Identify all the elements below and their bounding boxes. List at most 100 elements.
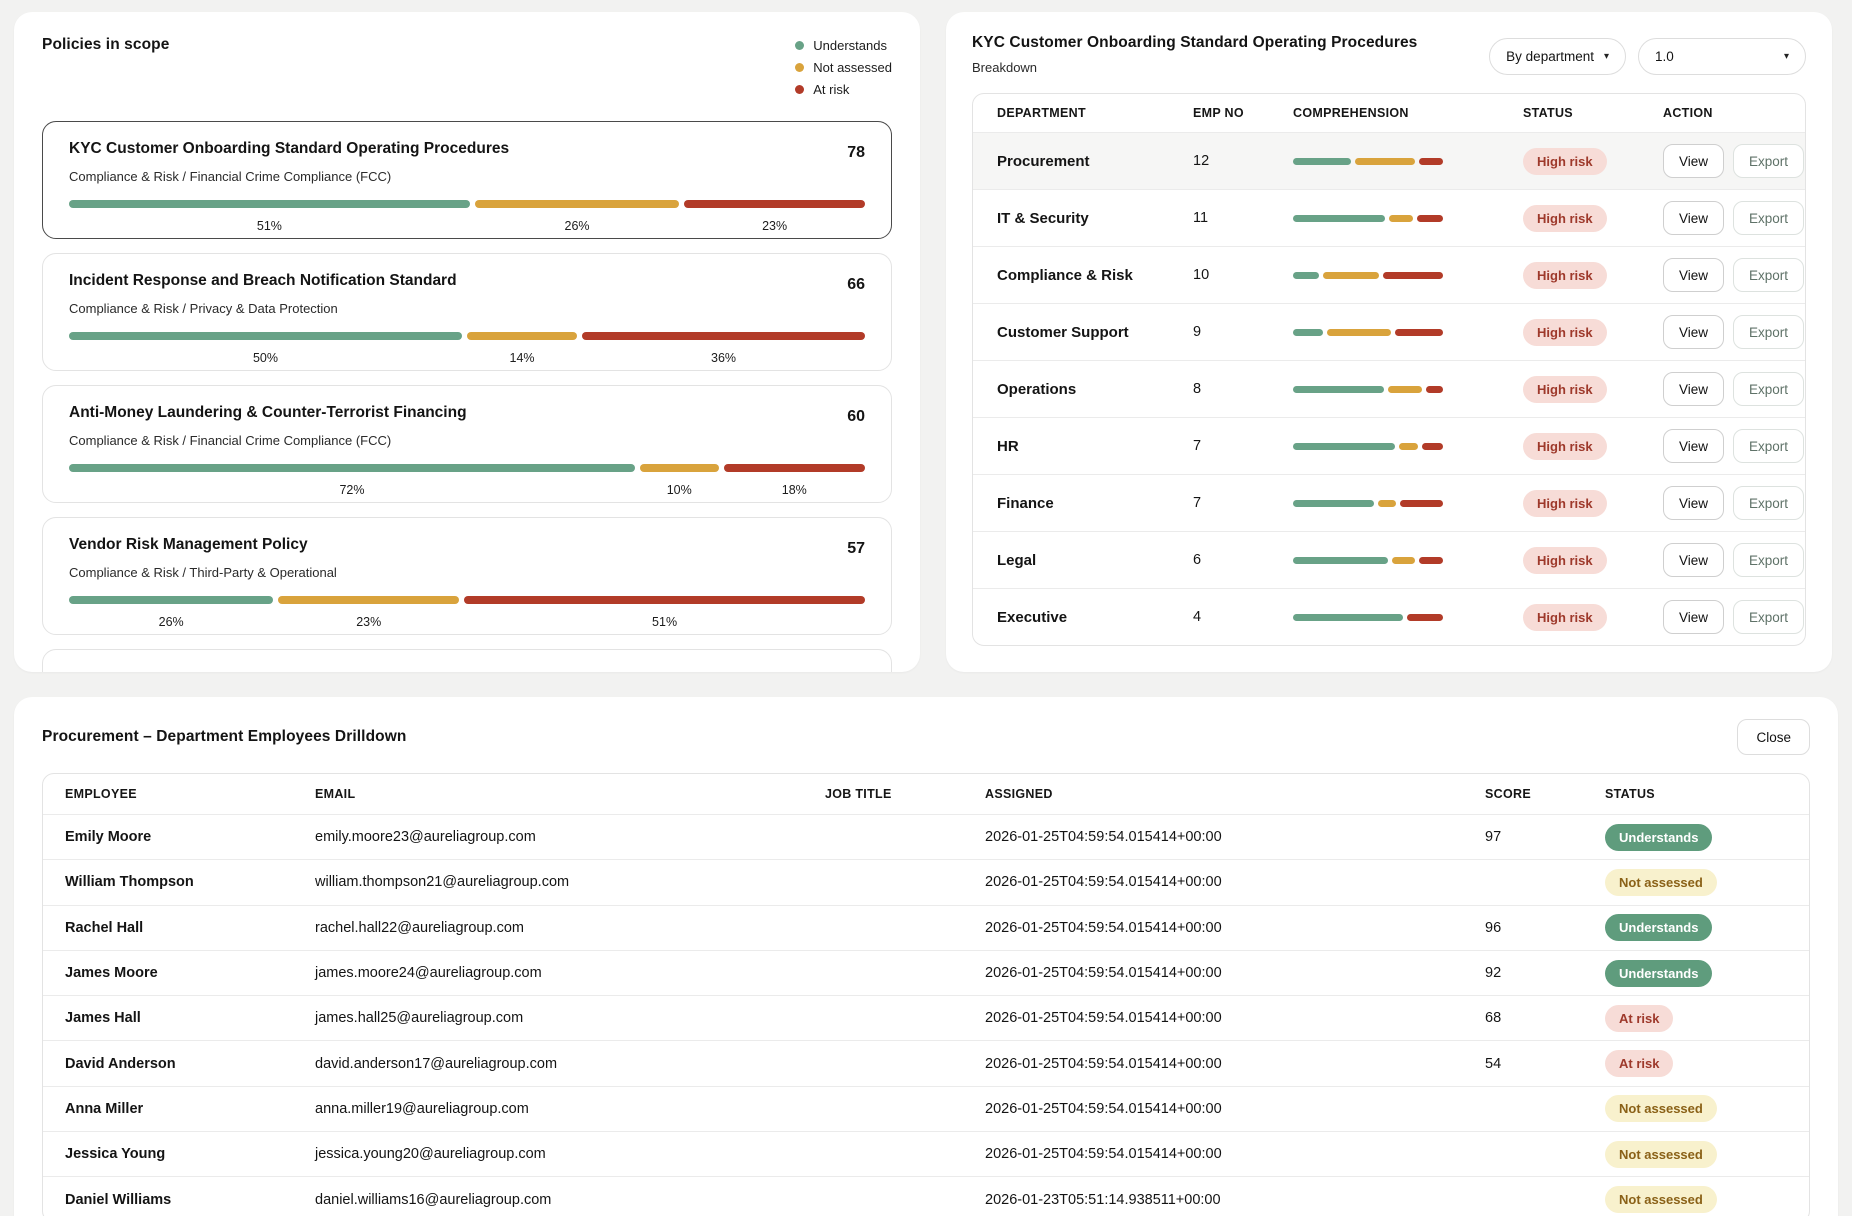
comprehension-bar <box>1293 214 1443 222</box>
export-button[interactable]: Export <box>1733 315 1805 349</box>
status-badge: At risk <box>1605 1050 1674 1078</box>
comprehension-bar <box>1293 442 1443 450</box>
status-badge: High risk <box>1523 603 1607 631</box>
department-row[interactable]: Executive 4 High risk View Export <box>973 588 1805 645</box>
assigned-timestamp: 2026-01-25T04:59:54.015414+00:00 <box>985 1055 1222 1072</box>
group-by-dropdown[interactable]: By department ▾ <box>1489 38 1626 75</box>
employee-row[interactable]: James Moore james.moore24@aureliagroup.co… <box>43 949 1809 995</box>
department-row[interactable]: HR 7 High risk View Export <box>973 417 1805 474</box>
policy-stacked-bar: 51% 26% 23% <box>69 200 865 233</box>
department-row[interactable]: Finance 7 High risk View Export <box>973 474 1805 531</box>
policy-category: Compliance & Risk / Financial Crime Comp… <box>69 169 392 184</box>
export-button[interactable]: Export <box>1733 486 1805 520</box>
view-button[interactable]: View <box>1663 543 1725 577</box>
breakdown-panel: KYC Customer Onboarding Standard Operati… <box>946 12 1832 672</box>
export-button[interactable]: Export <box>1733 429 1805 463</box>
status-badge: High risk <box>1523 318 1607 346</box>
column-header-comprehension: COMPREHENSION <box>1293 106 1409 120</box>
view-button[interactable]: View <box>1663 201 1725 235</box>
employee-row[interactable]: Daniel Williams daniel.williams16@aurelia… <box>43 1176 1809 1216</box>
column-header-job-title: JOB TITLE <box>825 787 892 801</box>
policy-card[interactable]: Anti-Money Laundering & Counter-Terroris… <box>42 385 892 503</box>
segment-percent-label: 14% <box>509 351 535 365</box>
department-table: DEPARTMENT EMP NO COMPREHENSION STATUS ACTIO… <box>972 93 1806 646</box>
employee-table-header: EMPLOYEE EMAIL JOB TITLE ASSIGNED SCORE STATU… <box>43 774 1809 814</box>
legend-label: Understands <box>813 38 887 53</box>
policy-stacked-bar: 50% 14% 36% <box>69 332 865 365</box>
export-button[interactable]: Export <box>1733 144 1805 178</box>
employee-row[interactable]: Emily Moore emily.moore23@aureliagroup.co… <box>43 814 1809 859</box>
employee-count: 12 <box>1193 153 1210 169</box>
department-row[interactable]: Compliance & Risk 10 High risk View Export <box>973 246 1805 303</box>
understands-bar <box>1293 385 1384 393</box>
segment-percent-label: 10% <box>666 483 692 497</box>
department-row[interactable]: Legal 6 High risk View Export <box>973 531 1805 588</box>
column-header-email: EMAIL <box>315 787 356 801</box>
employee-email: jessica.young20@aureliagroup.com <box>315 1146 546 1163</box>
view-button[interactable]: View <box>1663 144 1725 178</box>
policy-card[interactable]: KYC Customer Onboarding Standard Operati… <box>42 121 892 239</box>
policy-card[interactable]: Incident Response and Breach Notificatio… <box>42 253 892 371</box>
bar-segment-understands: 26% <box>69 596 274 629</box>
status-badge: High risk <box>1523 489 1607 517</box>
at-risk-bar <box>1418 556 1443 564</box>
policy-category: Compliance & Risk / Third-Party & Operat… <box>69 565 337 580</box>
score-value: 54 <box>1485 1055 1502 1072</box>
at-risk-bar <box>1400 499 1443 507</box>
column-header-status: STATUS <box>1605 787 1655 801</box>
policy-card[interactable]: Vendor Risk Management Policy 57 Complianc… <box>42 517 892 635</box>
view-button[interactable]: View <box>1663 315 1725 349</box>
export-button[interactable]: Export <box>1733 600 1805 634</box>
policy-card-top: Vendor Risk Management Policy 57 <box>69 536 865 558</box>
comprehension-cell <box>1293 385 1523 393</box>
export-button[interactable]: Export <box>1733 201 1805 235</box>
employee-count: 7 <box>1193 495 1202 511</box>
action-cell: View Export <box>1663 372 1805 406</box>
understands-bar <box>69 332 462 340</box>
view-button[interactable]: View <box>1663 258 1725 292</box>
close-button[interactable]: Close <box>1737 719 1810 755</box>
employee-name: Emily Moore <box>65 829 152 846</box>
view-button[interactable]: View <box>1663 429 1725 463</box>
department-row[interactable]: Procurement 12 High risk View Export <box>973 132 1805 189</box>
status-cell: High risk <box>1523 603 1663 631</box>
department-name: Compliance & Risk <box>997 266 1133 284</box>
status-cell: High risk <box>1523 147 1663 175</box>
group-by-dropdown-value: By department <box>1506 49 1594 64</box>
understands-bar <box>1293 328 1323 336</box>
employee-email: daniel.williams16@aureliagroup.com <box>315 1191 552 1208</box>
understands-bar <box>69 464 635 472</box>
status-badge: High risk <box>1523 432 1607 460</box>
column-header-action: ACTION <box>1663 106 1713 120</box>
bar-segment-not-assessed: 10% <box>639 464 719 497</box>
action-cell: View Export <box>1663 429 1805 463</box>
at-risk-bar <box>1425 385 1443 393</box>
employee-row[interactable]: Rachel Hall rachel.hall22@aureliagroup.co… <box>43 904 1809 950</box>
at-risk-bar <box>1417 214 1443 222</box>
department-name: Procurement <box>997 152 1090 170</box>
view-button[interactable]: View <box>1663 486 1725 520</box>
employee-row[interactable]: William Thompson william.thompson21@aurel… <box>43 859 1809 904</box>
employee-table: EMPLOYEE EMAIL JOB TITLE ASSIGNED SCORE STATU… <box>42 773 1810 1216</box>
view-button[interactable]: View <box>1663 372 1725 406</box>
view-button[interactable]: View <box>1663 600 1725 634</box>
export-button[interactable]: Export <box>1733 258 1805 292</box>
action-cell: View Export <box>1663 543 1805 577</box>
version-dropdown[interactable]: 1.0 ▾ <box>1638 38 1806 75</box>
policy-card[interactable] <box>42 649 892 672</box>
department-row[interactable]: Customer Support 9 High risk View Export <box>973 303 1805 360</box>
department-row[interactable]: Operations 8 High risk View Export <box>973 360 1805 417</box>
export-button[interactable]: Export <box>1733 543 1805 577</box>
policy-title: Anti-Money Laundering & Counter-Terroris… <box>69 404 467 421</box>
export-button[interactable]: Export <box>1733 372 1805 406</box>
policy-card-top: KYC Customer Onboarding Standard Operati… <box>69 140 865 162</box>
employee-row[interactable]: David Anderson david.anderson17@aureliagr… <box>43 1040 1809 1085</box>
at-risk-bar <box>464 596 865 604</box>
employee-row[interactable]: Jessica Young jessica.young20@aureliagrou… <box>43 1131 1809 1176</box>
employee-row[interactable]: James Hall james.hall25@aureliagroup.com 2… <box>43 995 1809 1040</box>
action-cell: View Export <box>1663 315 1805 349</box>
score-value: 97 <box>1485 829 1502 846</box>
department-row[interactable]: IT & Security 11 High risk View Export <box>973 189 1805 246</box>
employee-row[interactable]: Anna Miller anna.miller19@aureliagroup.co… <box>43 1085 1809 1131</box>
breakdown-titles: KYC Customer Onboarding Standard Operati… <box>972 34 1417 75</box>
